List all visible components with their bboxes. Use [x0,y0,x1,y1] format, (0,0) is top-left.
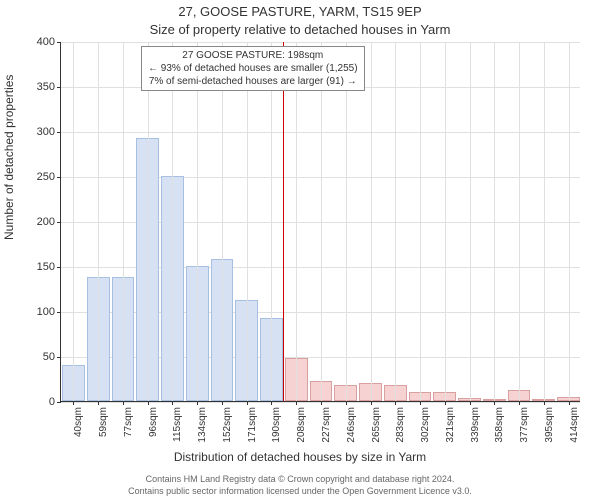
x-axis-label: Distribution of detached houses by size … [0,450,600,464]
xtick-label: 77sqm [123,407,134,437]
xtick-label: 208sqm [296,407,307,443]
chart-title-address: 27, GOOSE PASTURE, YARM, TS15 9EP [0,4,600,19]
gridline-v [123,42,124,401]
xtick-label: 414sqm [569,407,580,443]
xtick-mark [123,401,124,405]
gridline-v [470,42,471,401]
annotation-line: 27 GOOSE PASTURE: 198sqm [148,49,358,62]
ytick-label: 100 [37,306,61,318]
ytick-label: 50 [43,351,61,363]
xtick-mark [445,401,446,405]
gridline-v [148,42,149,401]
gridline-v [346,42,347,401]
xtick-label: 339sqm [470,407,481,443]
xtick-label: 302sqm [420,407,431,443]
gridline-v [395,42,396,401]
xtick-label: 40sqm [73,407,84,437]
xtick-label: 115sqm [172,407,183,442]
xtick-label: 96sqm [148,407,159,437]
xtick-mark [271,401,272,405]
xtick-mark [544,401,545,405]
xtick-mark [197,401,198,405]
xtick-mark [172,401,173,405]
xtick-mark [470,401,471,405]
xtick-mark [494,401,495,405]
xtick-mark [247,401,248,405]
gridline-v [271,42,272,401]
xtick-mark [371,401,372,405]
gridline-v [73,42,74,401]
footer-license: Contains public sector information licen… [0,486,600,496]
y-axis-label: Number of detached properties [2,75,16,240]
xtick-label: 152sqm [222,407,233,443]
gridline-v [371,42,372,401]
ytick-label: 400 [37,36,61,48]
xtick-label: 59sqm [98,407,109,437]
xtick-label: 321sqm [445,407,456,443]
gridline-v [494,42,495,401]
xtick-mark [73,401,74,405]
xtick-mark [420,401,421,405]
ytick-label: 250 [37,171,61,183]
xtick-label: 246sqm [346,407,357,443]
annotation-line: 7% of semi-detached houses are larger (9… [148,75,358,88]
gridline-v [172,42,173,401]
gridline-v [519,42,520,401]
xtick-mark [395,401,396,405]
ytick-label: 0 [49,396,61,408]
gridline-v [445,42,446,401]
xtick-label: 283sqm [395,407,406,443]
xtick-label: 377sqm [519,407,530,443]
gridline-v [296,42,297,401]
ytick-label: 200 [37,216,61,228]
marker-line [283,42,284,401]
ytick-label: 300 [37,126,61,138]
xtick-mark [519,401,520,405]
xtick-mark [148,401,149,405]
gridline-v [197,42,198,401]
gridline-v [222,42,223,401]
gridline-v [544,42,545,401]
footer-copyright: Contains HM Land Registry data © Crown c… [0,474,600,484]
xtick-mark [98,401,99,405]
gridline-v [247,42,248,401]
ytick-label: 150 [37,261,61,273]
chart-container: 27, GOOSE PASTURE, YARM, TS15 9EP Size o… [0,0,600,500]
xtick-label: 171sqm [247,407,258,443]
gridline-v [321,42,322,401]
xtick-label: 227sqm [321,407,332,443]
gridline-v [569,42,570,401]
xtick-mark [296,401,297,405]
xtick-label: 134sqm [197,407,208,443]
xtick-label: 395sqm [544,407,555,443]
annotation-line: ← 93% of detached houses are smaller (1,… [148,62,358,75]
ytick-label: 350 [37,81,61,93]
annotation-box: 27 GOOSE PASTURE: 198sqm← 93% of detache… [141,46,365,91]
xtick-label: 190sqm [271,407,282,443]
xtick-mark [346,401,347,405]
xtick-mark [222,401,223,405]
plot-area: 05010015020025030035040040sqm59sqm77sqm9… [60,42,580,402]
gridline-v [98,42,99,401]
xtick-mark [321,401,322,405]
xtick-label: 265sqm [371,407,382,443]
xtick-mark [569,401,570,405]
xtick-label: 358sqm [494,407,505,443]
gridline-v [420,42,421,401]
chart-title-description: Size of property relative to detached ho… [0,22,600,37]
